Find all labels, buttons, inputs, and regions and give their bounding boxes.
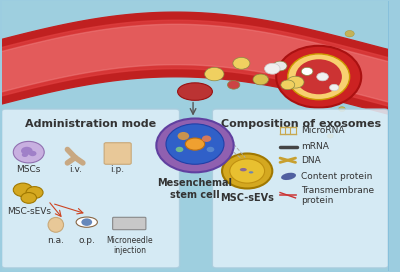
- Circle shape: [355, 121, 360, 124]
- Circle shape: [206, 147, 214, 152]
- Ellipse shape: [276, 46, 361, 108]
- Text: o.p.: o.p.: [78, 236, 95, 245]
- Circle shape: [21, 147, 33, 155]
- FancyBboxPatch shape: [104, 143, 131, 164]
- Circle shape: [301, 67, 313, 75]
- Text: n.a.: n.a.: [47, 236, 64, 245]
- Ellipse shape: [288, 54, 350, 100]
- Text: MSC-sEVs: MSC-sEVs: [7, 207, 51, 216]
- Text: Composition of exosomes: Composition of exosomes: [221, 119, 381, 128]
- Circle shape: [205, 67, 224, 81]
- Circle shape: [338, 107, 345, 112]
- Text: i.p.: i.p.: [111, 165, 125, 174]
- Text: mRNA: mRNA: [301, 142, 329, 151]
- Ellipse shape: [185, 138, 205, 150]
- Text: Microneedle
injection: Microneedle injection: [106, 236, 152, 255]
- Ellipse shape: [296, 59, 342, 94]
- Text: Mesenchemal
stem cell: Mesenchemal stem cell: [158, 178, 232, 200]
- Ellipse shape: [240, 168, 247, 171]
- Circle shape: [156, 119, 234, 172]
- Ellipse shape: [178, 83, 212, 100]
- Text: Content protein: Content protein: [301, 172, 373, 181]
- Circle shape: [22, 153, 28, 157]
- Circle shape: [253, 74, 268, 85]
- Circle shape: [228, 81, 240, 89]
- Circle shape: [327, 134, 334, 138]
- Circle shape: [273, 61, 287, 71]
- Circle shape: [345, 30, 354, 37]
- Circle shape: [230, 159, 264, 183]
- Text: MicroRNA: MicroRNA: [301, 126, 345, 135]
- Ellipse shape: [249, 171, 253, 174]
- Circle shape: [13, 183, 33, 197]
- Circle shape: [202, 135, 211, 142]
- FancyBboxPatch shape: [2, 109, 180, 268]
- Text: MSC-sEVs: MSC-sEVs: [220, 193, 274, 203]
- Circle shape: [287, 76, 304, 88]
- Circle shape: [330, 84, 339, 91]
- Circle shape: [281, 80, 295, 90]
- Circle shape: [233, 57, 250, 69]
- Circle shape: [81, 218, 92, 226]
- Circle shape: [166, 124, 224, 164]
- Circle shape: [13, 141, 44, 163]
- Circle shape: [21, 193, 36, 203]
- Circle shape: [317, 73, 328, 81]
- Circle shape: [222, 153, 272, 188]
- Circle shape: [26, 187, 43, 199]
- Text: i.v.: i.v.: [69, 165, 82, 174]
- Text: Administration mode: Administration mode: [25, 119, 156, 128]
- Circle shape: [176, 147, 183, 152]
- Ellipse shape: [48, 217, 64, 232]
- Circle shape: [264, 63, 280, 74]
- Circle shape: [370, 94, 376, 98]
- Text: Transmembrane
protein: Transmembrane protein: [301, 186, 374, 205]
- Text: DNA: DNA: [301, 156, 321, 165]
- FancyBboxPatch shape: [212, 109, 388, 268]
- Ellipse shape: [281, 173, 296, 180]
- FancyBboxPatch shape: [2, 1, 388, 271]
- FancyBboxPatch shape: [113, 217, 146, 230]
- Ellipse shape: [76, 217, 97, 227]
- Circle shape: [29, 151, 36, 156]
- Text: MSCs: MSCs: [16, 165, 41, 174]
- Circle shape: [178, 132, 189, 140]
- Circle shape: [365, 52, 373, 58]
